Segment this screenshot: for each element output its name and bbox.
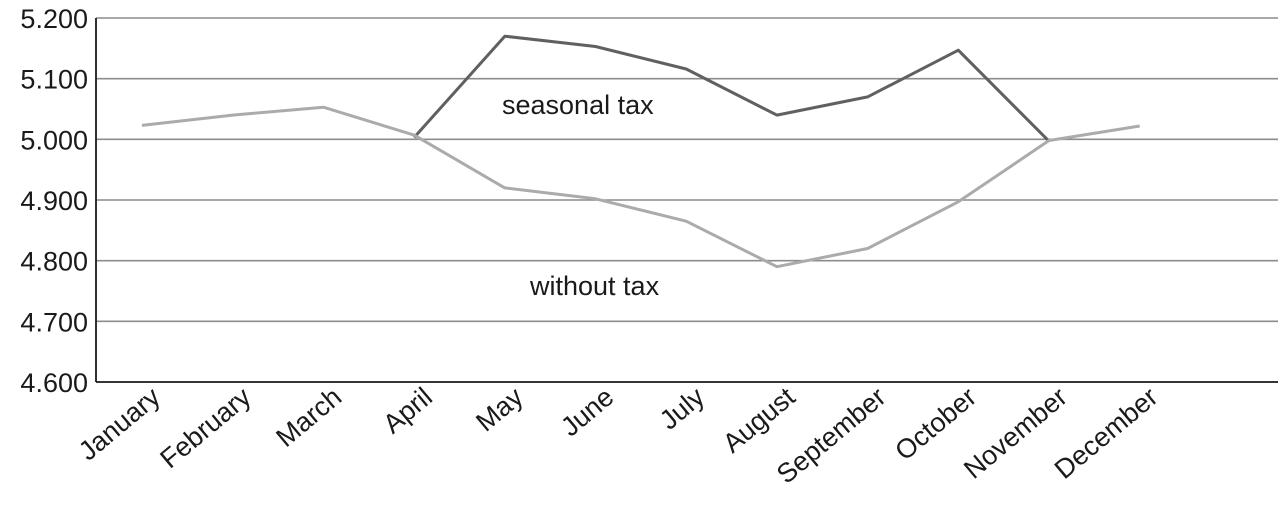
series-line-without-tax (141, 105, 1140, 269)
gridlines (96, 17, 1278, 383)
y-tick-label: 5.000 (20, 125, 88, 155)
y-tick-label: 4.600 (20, 368, 88, 398)
y-tick-label: 4.700 (20, 307, 88, 337)
y-tick-label: 5.200 (20, 4, 88, 34)
x-tick-label: February (155, 381, 257, 474)
series-line-seasonal-tax (412, 34, 1051, 143)
y-tick-label: 5.100 (20, 65, 88, 95)
x-tick-label: July (654, 381, 710, 435)
x-tick-label: June (555, 382, 619, 443)
x-tick-label: March (271, 382, 348, 453)
y-tick-label: 4.800 (20, 247, 88, 277)
x-tick-label: May (470, 381, 529, 437)
y-tick-labels: 5.200 5.100 5.000 4.900 4.800 4.700 4.600 (20, 4, 88, 398)
series-label-seasonal-tax: seasonal tax (502, 90, 654, 120)
y-tick-label: 4.900 (20, 186, 88, 216)
x-tick-label: August (717, 381, 801, 458)
x-tick-label: April (377, 382, 438, 440)
series-label-without-tax: without tax (529, 271, 660, 301)
series-lines (141, 34, 1140, 269)
